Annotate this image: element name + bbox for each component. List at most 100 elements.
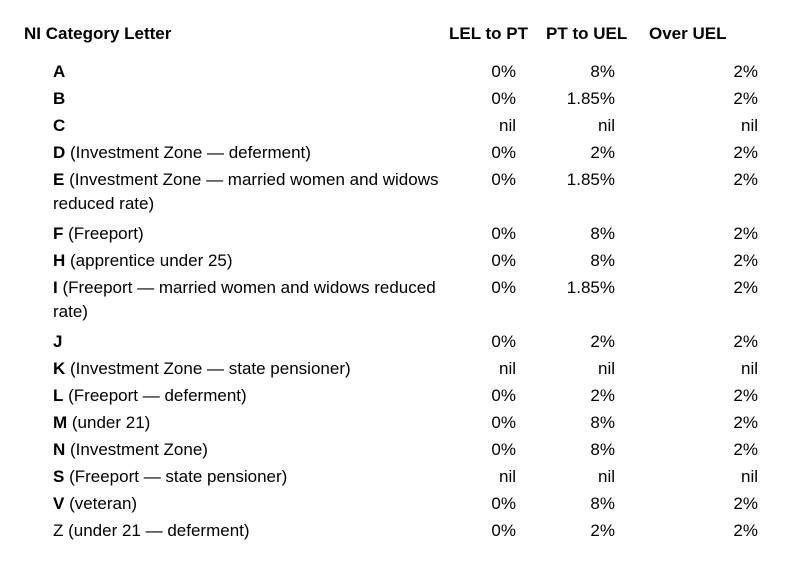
category-cell: H (apprentice under 25) [24,249,449,276]
table-row: D (Investment Zone — deferment) 0% 2% 2% [24,141,764,168]
lel-to-pt-cell: 0% [491,494,516,513]
lel-to-pt-cell: 0% [491,89,516,108]
pt-to-uel-cell: 2% [590,332,615,351]
category-cell: V (veteran) [24,492,449,519]
category-description: (Investment Zone — married women and wid… [53,170,439,213]
table-row: K (Investment Zone — state pensioner) ni… [24,357,764,384]
category-description: (apprentice under 25) [65,251,233,270]
category-cell: S (Freeport — state pensioner) [24,465,449,492]
over-uel-cell: 2% [733,440,758,459]
over-uel-cell: 2% [733,170,758,189]
lel-to-pt-cell: nil [498,116,516,135]
pt-to-uel-cell: 1.85% [566,89,615,108]
table-row: A 0% 8% 2% [24,60,764,87]
table-row: V (veteran) 0% 8% 2% [24,492,764,519]
lel-to-pt-cell: nil [498,467,516,486]
category-description: (Investment Zone) [65,440,208,459]
lel-to-pt-cell: 0% [491,413,516,432]
table-row: N (Investment Zone) 0% 8% 2% [24,438,764,465]
over-uel-cell: 2% [733,251,758,270]
over-uel-cell: nil [740,359,758,378]
header-pt-to-uel: PT to UEL [546,24,628,43]
category-letter: V [53,494,65,513]
category-letter: N [53,440,66,459]
table-row: L (Freeport — deferment) 0% 2% 2% [24,384,764,411]
lel-to-pt-cell: 0% [491,440,516,459]
category-letter: F [53,224,64,243]
over-uel-cell: 2% [733,89,758,108]
category-cell: J [24,330,449,357]
category-description: (Investment Zone — state pensioner) [65,359,351,378]
pt-to-uel-cell: 8% [590,413,615,432]
category-cell: Z (under 21 — deferment) [24,519,449,546]
table-row: H (apprentice under 25) 0% 8% 2% [24,249,764,276]
table-row: J 0% 2% 2% [24,330,764,357]
over-uel-cell: 2% [733,62,758,81]
over-uel-cell: 2% [733,224,758,243]
pt-to-uel-cell: 1.85% [566,170,615,189]
over-uel-cell: nil [740,116,758,135]
lel-to-pt-cell: 0% [491,386,516,405]
table-row: Z (under 21 — deferment) 0% 2% 2% [24,519,764,546]
over-uel-cell: 2% [733,278,758,297]
table-row: C nil nil nil [24,114,764,141]
pt-to-uel-cell: 8% [590,224,615,243]
pt-to-uel-cell: 8% [590,251,615,270]
pt-to-uel-cell: 8% [590,440,615,459]
table-header-row: NI Category Letter LEL to PT PT to UEL O… [24,24,764,60]
table-row: B 0% 1.85% 2% [24,87,764,114]
category-description: (Freeport — state pensioner) [64,467,288,486]
table-row: I (Freeport — married women and widows r… [24,276,764,330]
category-cell: D (Investment Zone — deferment) [24,141,449,168]
category-letter: L [53,386,64,405]
lel-to-pt-cell: 0% [491,278,516,297]
table-row: F (Freeport) 0% 8% 2% [24,222,764,249]
lel-to-pt-cell: 0% [491,224,516,243]
header-ni-category-letter: NI Category Letter [24,24,172,43]
over-uel-cell: 2% [733,494,758,513]
over-uel-cell: 2% [733,332,758,351]
header-over-uel: Over UEL [649,24,727,43]
lel-to-pt-cell: 0% [491,332,516,351]
category-letter: D [53,143,66,162]
category-cell: C [24,114,449,141]
header-lel-to-pt: LEL to PT [449,24,529,43]
category-cell: K (Investment Zone — state pensioner) [24,357,449,384]
pt-to-uel-cell: 2% [590,386,615,405]
category-letter: J [53,332,63,351]
pt-to-uel-cell: nil [597,116,615,135]
pt-to-uel-cell: 8% [590,62,615,81]
category-cell: I (Freeport — married women and widows r… [24,276,449,330]
over-uel-cell: 2% [733,413,758,432]
category-letter: H [53,251,66,270]
lel-to-pt-cell: 0% [491,170,516,189]
category-letter: M [53,413,68,432]
over-uel-cell: 2% [733,386,758,405]
table-row: E (Investment Zone — married women and w… [24,168,764,222]
lel-to-pt-cell: nil [498,359,516,378]
lel-to-pt-cell: 0% [491,62,516,81]
category-cell: B [24,87,449,114]
category-cell: E (Investment Zone — married women and w… [24,168,449,222]
category-description: Z (under 21 — deferment) [53,521,250,540]
pt-to-uel-cell: nil [597,467,615,486]
category-letter: C [53,116,66,135]
category-cell: N (Investment Zone) [24,438,449,465]
table-row: M (under 21) 0% 8% 2% [24,411,764,438]
category-letter: A [53,62,66,81]
category-description: (Freeport) [63,224,144,243]
category-cell: F (Freeport) [24,222,449,249]
lel-to-pt-cell: 0% [491,521,516,540]
category-cell: M (under 21) [24,411,449,438]
over-uel-cell: 2% [733,521,758,540]
category-description: (Freeport — married women and widows red… [53,278,436,321]
over-uel-cell: 2% [733,143,758,162]
ni-rates-table: NI Category Letter LEL to PT PT to UEL O… [24,24,764,546]
category-letter: K [53,359,66,378]
category-description: (Investment Zone — deferment) [65,143,311,162]
category-letter: I [53,278,58,297]
category-cell: L (Freeport — deferment) [24,384,449,411]
pt-to-uel-cell: 8% [590,494,615,513]
pt-to-uel-cell: 1.85% [566,278,615,297]
lel-to-pt-cell: 0% [491,143,516,162]
